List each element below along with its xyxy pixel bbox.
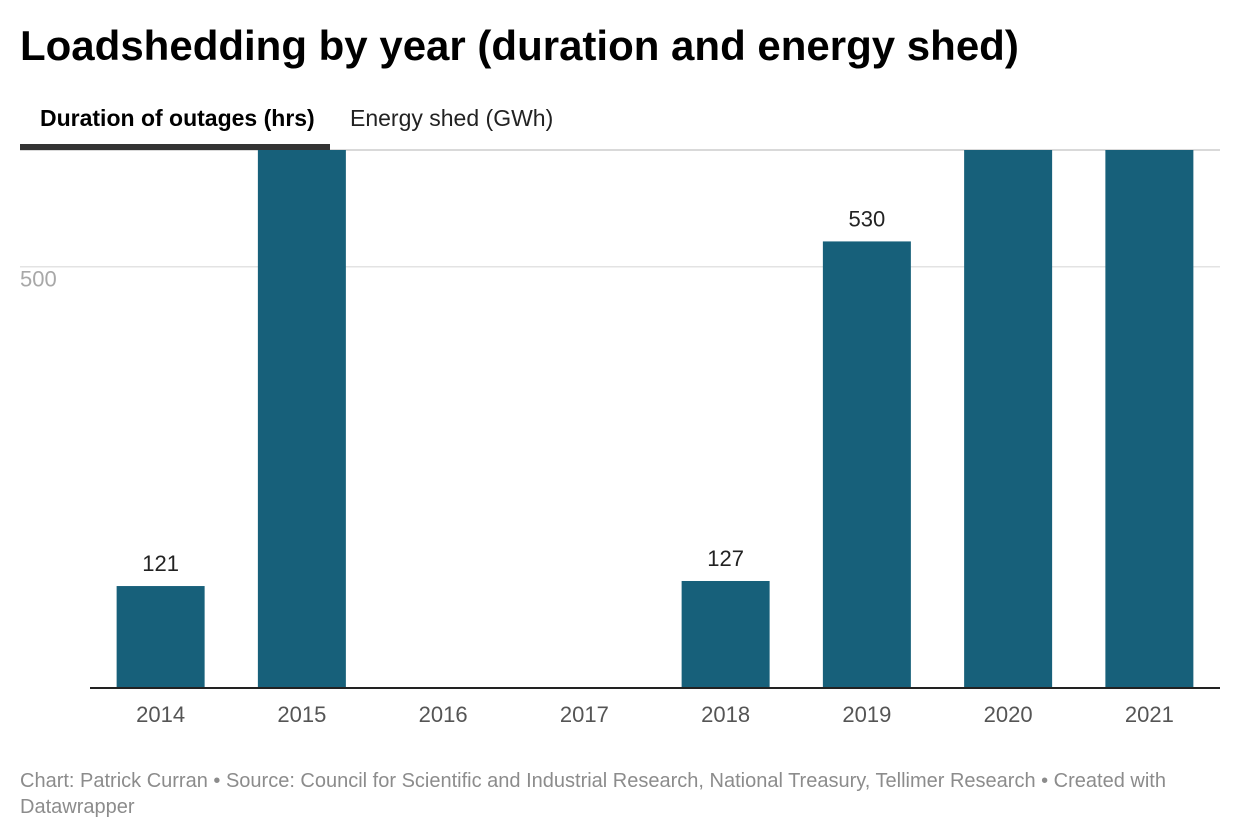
x-tick-label-2016: 2016 [419,702,468,727]
chart-title: Loadshedding by year (duration and energ… [20,22,1019,69]
x-tick-label-2017: 2017 [560,702,609,727]
tab-energy-shed[interactable]: Energy shed (GWh) [350,105,554,131]
data-label-2018: 127 [707,546,744,571]
x-tick-label-2018: 2018 [701,702,750,727]
bar-2014 [116,586,205,688]
tab-duration[interactable]: Duration of outages (hrs) [20,98,330,150]
x-tick-label-2020: 2020 [984,702,1033,727]
x-tick-label-2014: 2014 [136,702,185,727]
bar-2015 [257,150,346,688]
y-tick-label: 500 [20,267,57,292]
bar-2018 [681,580,770,688]
chart-footer: Chart: Patrick Curran • Source: Council … [20,770,1166,818]
tab-bar: Duration of outages (hrs) Energy shed (G… [20,98,1220,151]
bar-2019 [822,241,911,688]
bar-2021 [1105,150,1194,688]
x-tick-label-2015: 2015 [277,702,326,727]
bar-chart: 5001,00012120148522015201620171272018530… [20,150,1220,727]
data-label-2019: 530 [849,206,886,231]
x-tick-label-2019: 2019 [842,702,891,727]
x-tick-label-2021: 2021 [1125,702,1174,727]
data-label-2014: 121 [142,551,179,576]
bar-2020 [964,150,1053,688]
